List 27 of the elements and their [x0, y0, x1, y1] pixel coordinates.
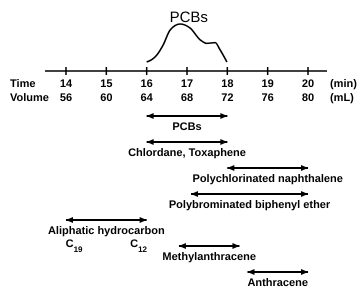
x-tick-label: 14: [60, 78, 73, 90]
x-tick-label: 17: [180, 78, 194, 90]
x2-tick-label: 68: [180, 92, 194, 104]
x-tick-label: 20: [302, 78, 314, 90]
x-tick-label: 18: [221, 78, 234, 90]
x2-tick-label: 72: [221, 92, 234, 104]
x2-axis-title: Volume: [10, 92, 49, 104]
annotation: C$_{19}$: [66, 238, 84, 254]
x-tick-label: 15: [100, 78, 112, 90]
x2-tick-label: 56: [60, 92, 72, 104]
annotation: C$_{12}$: [130, 238, 148, 254]
x-axis-title: Time: [10, 78, 36, 90]
x2-tick-label: 80: [302, 92, 314, 104]
x2-tick-label: 60: [100, 92, 112, 104]
y-tick-label: Chlordane, Toxaphene: [128, 147, 246, 159]
text: (min): [330, 78, 358, 90]
x2-tick-label: 76: [262, 92, 274, 104]
y-tick-label: Anthracene: [247, 277, 308, 289]
text: (mL): [330, 92, 354, 104]
y-tick-label: Aliphatic hydrocarbon: [48, 225, 165, 237]
y-tick-label: Methylanthracene: [162, 251, 256, 263]
x-tick-label: 16: [140, 78, 153, 90]
y-tick-label: Polychlorinated naphthalene: [192, 173, 343, 185]
y-tick-label: PCBs: [172, 121, 202, 133]
x-tick-label: 19: [262, 78, 274, 90]
x2-tick-label: 64: [140, 92, 154, 104]
y-tick-label: Polybrominated biphenyl ether: [168, 199, 331, 211]
